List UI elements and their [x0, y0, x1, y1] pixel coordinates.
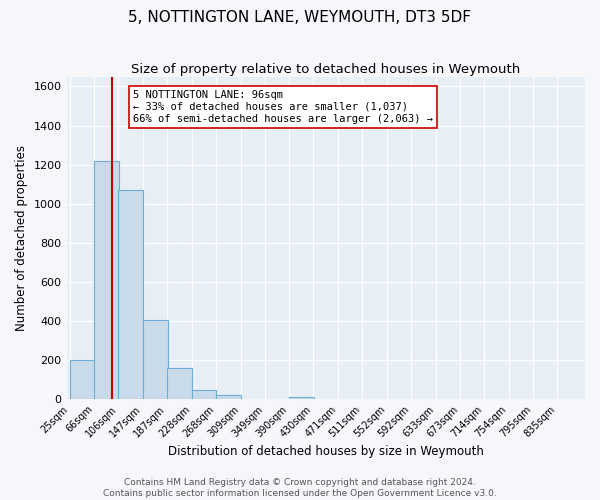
Bar: [289, 397, 314, 399]
Bar: [118, 190, 143, 399]
Bar: [192, 390, 217, 399]
Text: 5 NOTTINGTON LANE: 96sqm
← 33% of detached houses are smaller (1,037)
66% of sem: 5 NOTTINGTON LANE: 96sqm ← 33% of detach…: [133, 90, 433, 124]
Y-axis label: Number of detached properties: Number of detached properties: [15, 145, 28, 331]
Bar: [216, 395, 241, 399]
Title: Size of property relative to detached houses in Weymouth: Size of property relative to detached ho…: [131, 62, 520, 76]
Text: 5, NOTTINGTON LANE, WEYMOUTH, DT3 5DF: 5, NOTTINGTON LANE, WEYMOUTH, DT3 5DF: [128, 10, 472, 25]
Bar: [167, 368, 192, 399]
X-axis label: Distribution of detached houses by size in Weymouth: Distribution of detached houses by size …: [168, 444, 484, 458]
Bar: [143, 320, 168, 399]
Bar: [70, 360, 94, 399]
Bar: [94, 160, 119, 399]
Text: Contains HM Land Registry data © Crown copyright and database right 2024.
Contai: Contains HM Land Registry data © Crown c…: [103, 478, 497, 498]
